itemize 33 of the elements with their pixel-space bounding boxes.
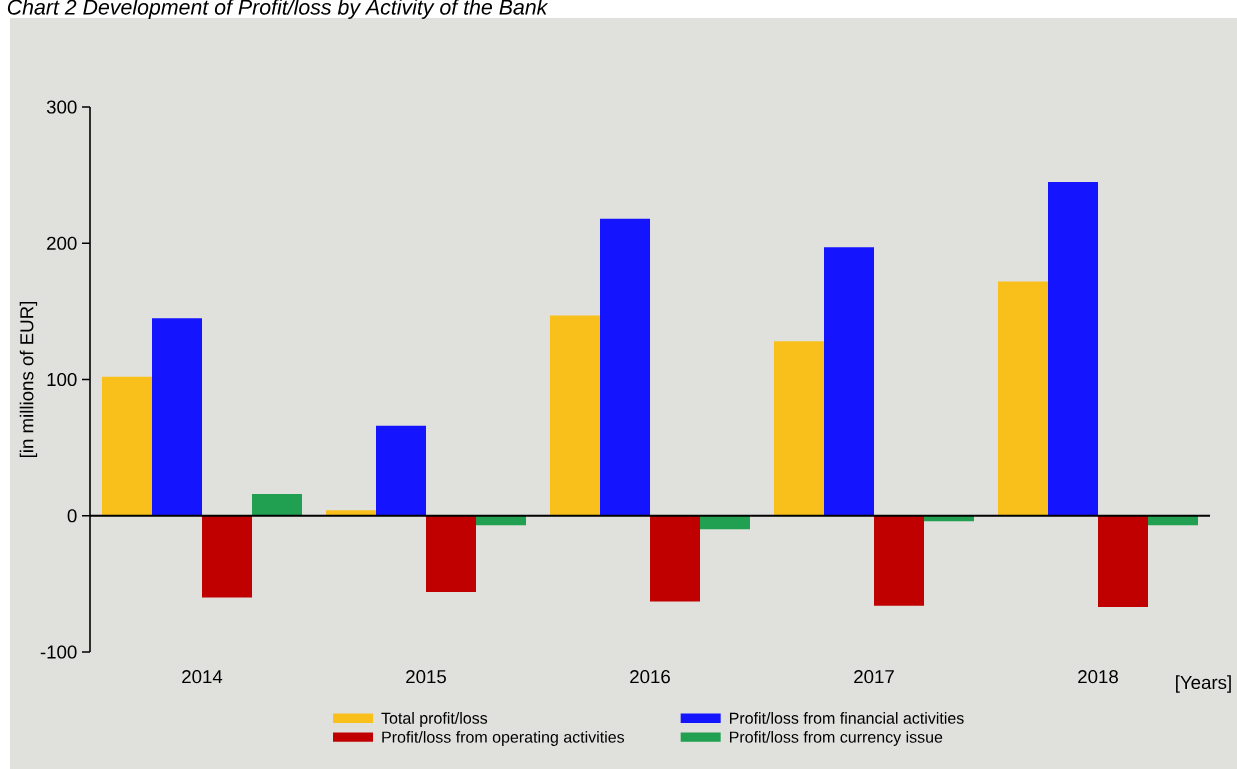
bar xyxy=(774,341,825,516)
bar xyxy=(326,510,377,516)
y-tick-label: 300 xyxy=(46,100,77,114)
bar xyxy=(376,425,427,516)
x-tick-label: 2018 xyxy=(1078,670,1118,684)
x-tick-label: 2014 xyxy=(182,670,223,684)
bar xyxy=(650,515,701,602)
y-axis-title: [in millions of EUR] xyxy=(19,302,38,457)
bar xyxy=(1098,515,1149,608)
y-tick-label: 0 xyxy=(67,509,77,523)
y-tick-label: 100 xyxy=(47,372,77,387)
bar xyxy=(550,315,600,516)
bar xyxy=(824,247,875,516)
y-tick-label: -100 xyxy=(40,645,77,659)
bar xyxy=(1048,181,1099,516)
x-tick-label: 2015 xyxy=(406,670,446,684)
bar xyxy=(600,218,651,516)
bar xyxy=(874,515,925,606)
bar xyxy=(998,281,1049,516)
bar xyxy=(252,493,303,516)
legend-label: Profit/loss from operating activities xyxy=(382,731,625,746)
legend-label: Profit/loss from financial activities xyxy=(729,712,964,724)
bar xyxy=(202,515,253,598)
bar xyxy=(152,318,203,516)
chart-title: Chart 2 Development of Profit/loss by Activity of the Bank xyxy=(7,0,549,19)
x-axis-title: [Years] xyxy=(1176,675,1231,693)
legend-label: Total profit/loss xyxy=(381,712,488,728)
bar xyxy=(102,376,153,516)
x-tick-label: 2016 xyxy=(630,670,670,684)
bar xyxy=(426,515,477,593)
x-tick-label: 2017 xyxy=(854,670,894,684)
legend-label: Profit/loss from currency issue xyxy=(729,731,943,746)
y-tick-label: 200 xyxy=(47,236,77,250)
